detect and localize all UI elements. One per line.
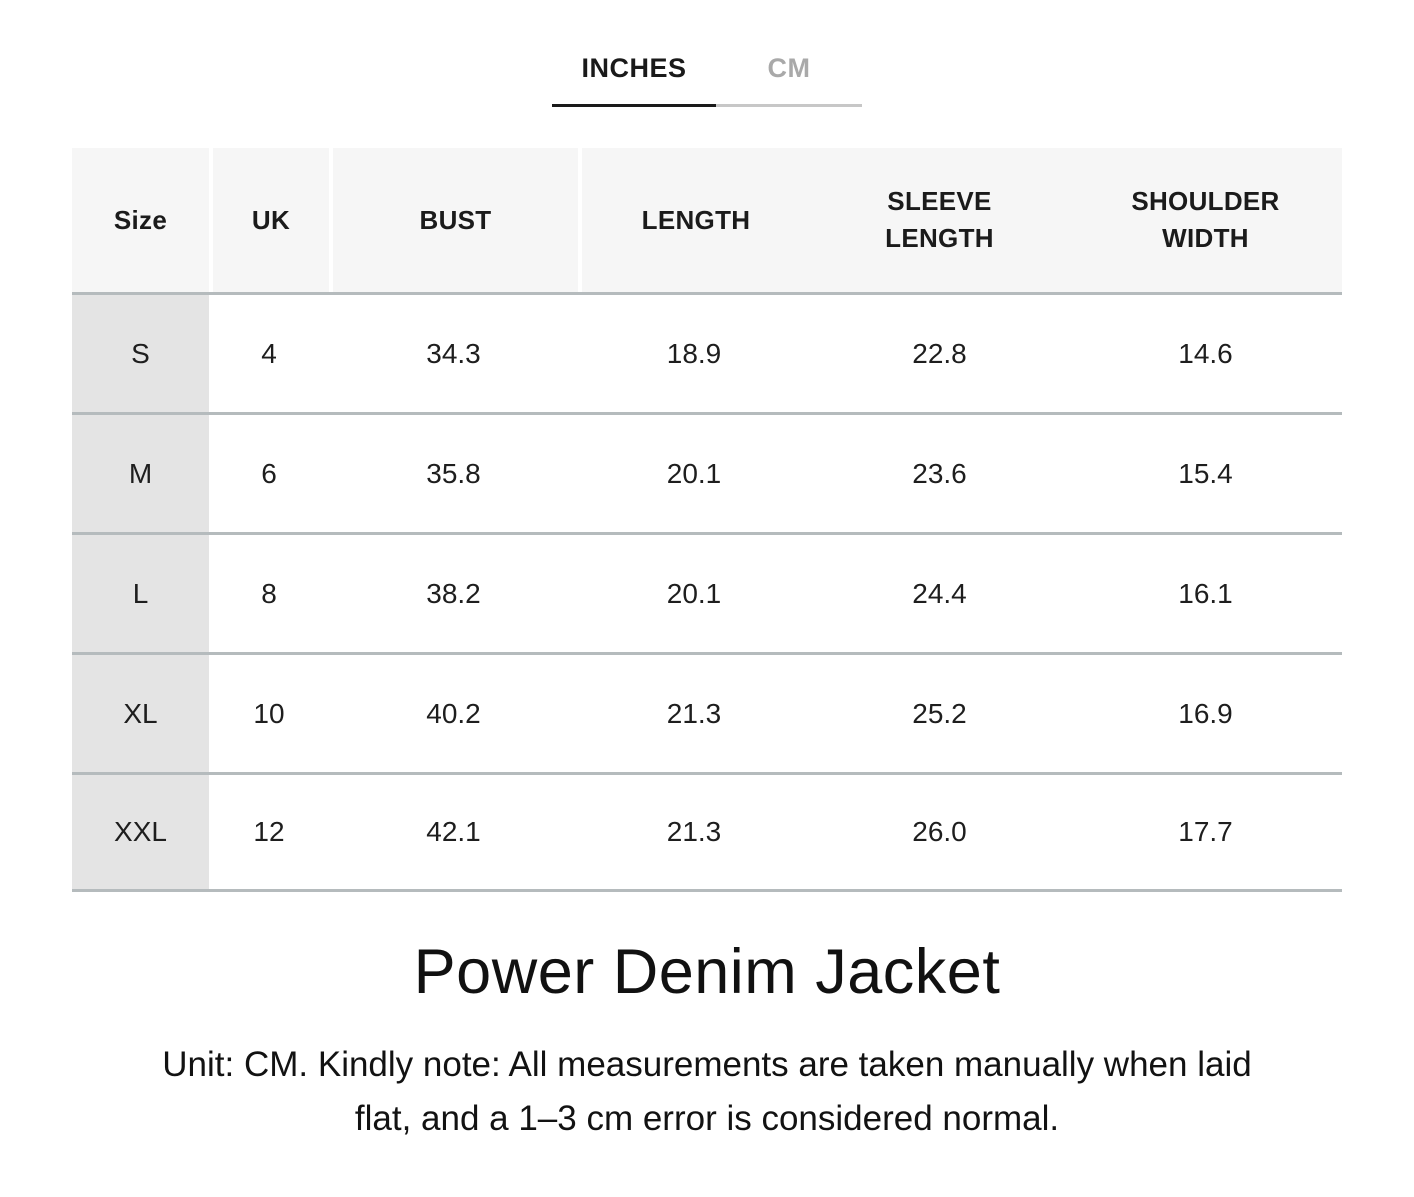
table-cell: 42.1 <box>329 775 578 890</box>
column-header-shoulder-width: SHOULDER WIDTH <box>1069 148 1342 293</box>
table-cell: 14.6 <box>1069 295 1342 413</box>
table-cell: 15.4 <box>1069 415 1342 533</box>
row-size-label: XL <box>72 655 209 773</box>
table-row-m: M 6 35.8 20.1 23.6 15.4 <box>72 412 1342 533</box>
table-cell: 12 <box>209 775 329 890</box>
table-cell: 6 <box>209 415 329 533</box>
tab-inches[interactable]: INCHES <box>552 52 716 108</box>
table-cell: 20.1 <box>578 535 810 653</box>
measurement-note: Unit: CM. Kindly note: All measurements … <box>0 1038 1414 1147</box>
table-cell: 20.1 <box>578 415 810 533</box>
table-row-s: S 4 34.3 18.9 22.8 14.6 <box>72 292 1342 413</box>
table-cell: 21.3 <box>578 655 810 773</box>
row-size-label: S <box>72 295 209 413</box>
table-cell: 24.4 <box>810 535 1069 653</box>
unit-tabs: INCHES CM <box>0 52 1414 108</box>
table-row-l: L 8 38.2 20.1 24.4 16.1 <box>72 532 1342 653</box>
table-cell: 23.6 <box>810 415 1069 533</box>
table-cell: 18.9 <box>578 295 810 413</box>
column-header-length: LENGTH <box>578 148 810 293</box>
table-cell: 25.2 <box>810 655 1069 773</box>
table-cell: 35.8 <box>329 415 578 533</box>
column-header-size: Size <box>72 148 209 293</box>
tab-cm[interactable]: CM <box>716 52 862 108</box>
table-cell: 22.8 <box>810 295 1069 413</box>
table-cell: 26.0 <box>810 775 1069 890</box>
size-table: Size UK BUST LENGTH SLEEVE LENGTH SHOULD… <box>72 148 1342 893</box>
column-header-uk: UK <box>209 148 329 293</box>
table-cell: 16.1 <box>1069 535 1342 653</box>
table-cell: 17.7 <box>1069 775 1342 890</box>
table-row-xxl: XXL 12 42.1 21.3 26.0 17.7 <box>72 772 1342 893</box>
product-title: Power Denim Jacket <box>413 937 1001 1008</box>
row-size-label: M <box>72 415 209 533</box>
table-cell: 21.3 <box>578 775 810 890</box>
column-header-bust: BUST <box>329 148 578 293</box>
row-size-label: XXL <box>72 775 209 890</box>
table-cell: 16.9 <box>1069 655 1342 773</box>
measurement-note-line-2: flat, and a 1–3 cm error is considered n… <box>354 1098 1060 1138</box>
table-cell: 10 <box>209 655 329 773</box>
table-header-row: Size UK BUST LENGTH SLEEVE LENGTH SHOULD… <box>72 148 1342 293</box>
table-cell: 34.3 <box>329 295 578 413</box>
table-row-xl: XL 10 40.2 21.3 25.2 16.9 <box>72 652 1342 773</box>
table-cell: 8 <box>209 535 329 653</box>
table-cell: 38.2 <box>329 535 578 653</box>
table-cell: 4 <box>209 295 329 413</box>
measurement-note-line-1: Unit: CM. Kindly note: All measurements … <box>162 1044 1252 1084</box>
column-header-sleeve-length: SLEEVE LENGTH <box>810 148 1069 293</box>
table-cell: 40.2 <box>329 655 578 773</box>
row-size-label: L <box>72 535 209 653</box>
